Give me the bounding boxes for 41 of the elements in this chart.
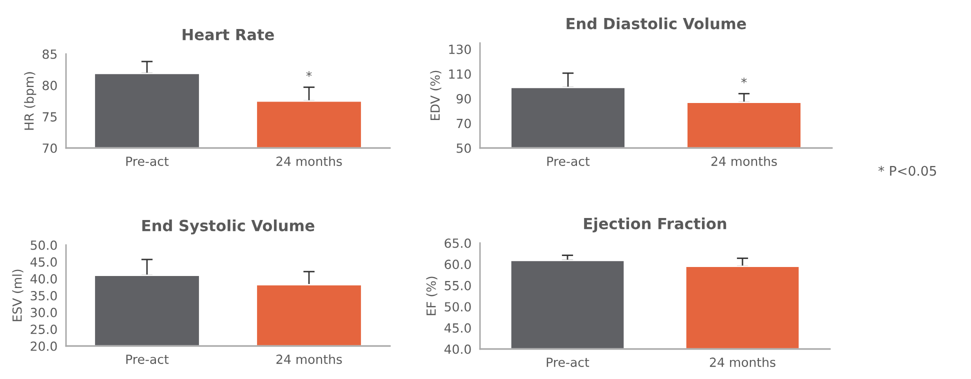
- x-tick-label: 24 months: [276, 354, 342, 364]
- y-tick-label: 50.0: [444, 302, 471, 312]
- y-tick-label: 90: [456, 94, 471, 104]
- x-tick-label: Pre-act: [546, 358, 590, 368]
- x-tick-label: 24 months: [710, 357, 776, 368]
- y-tick-label: 65.0: [444, 238, 471, 248]
- y-tick-label: 30.0: [30, 308, 57, 318]
- y-tick-label: 40.0: [30, 274, 57, 284]
- text: * P<0.05: [878, 166, 936, 176]
- y-tick-label: 25.0: [30, 324, 57, 334]
- y-axis-title: HR (bpm): [24, 72, 36, 130]
- chart-title: Ejection Fraction: [584, 218, 726, 232]
- y-tick-label: 70: [456, 118, 471, 128]
- y-tick-label: 85: [42, 49, 57, 59]
- y-tick-label: 60.0: [444, 260, 471, 270]
- y-tick-label: 35.0: [30, 290, 57, 300]
- annotation: *: [741, 78, 747, 84]
- x-tick-label: 24 months: [711, 156, 777, 166]
- y-tick-label: 45.0: [444, 323, 471, 333]
- y-tick-label: 110: [449, 69, 471, 79]
- y-tick-label: 20.0: [30, 341, 57, 351]
- y-tick-label: 130: [449, 44, 471, 54]
- chart-title: Heart Rate: [182, 28, 274, 40]
- chart-title: End Systolic Volume: [142, 220, 314, 234]
- annotation: *: [306, 71, 312, 77]
- y-tick-label: 70: [42, 143, 57, 153]
- x-tick-label: Pre-act: [126, 156, 169, 166]
- y-tick-label: 40.0: [444, 344, 471, 354]
- y-axis-title: EF (%): [426, 276, 438, 316]
- x-tick-label: 24 months: [276, 156, 342, 166]
- x-tick-label: Pre-act: [126, 354, 169, 364]
- y-tick-label: 50: [456, 143, 471, 153]
- y-tick-label: 55.0: [444, 280, 471, 290]
- y-axis-title: EDV (%): [430, 70, 442, 120]
- y-axis-title: ESV (ml): [12, 270, 24, 322]
- x-tick-label: Pre-act: [547, 156, 590, 166]
- y-tick-label: 45.0: [30, 257, 57, 267]
- chart-title: End Diastolic Volume: [566, 18, 746, 30]
- y-tick-label: 75: [42, 112, 57, 122]
- y-tick-label: 50.0: [30, 240, 57, 250]
- y-tick-label: 80: [42, 80, 57, 90]
